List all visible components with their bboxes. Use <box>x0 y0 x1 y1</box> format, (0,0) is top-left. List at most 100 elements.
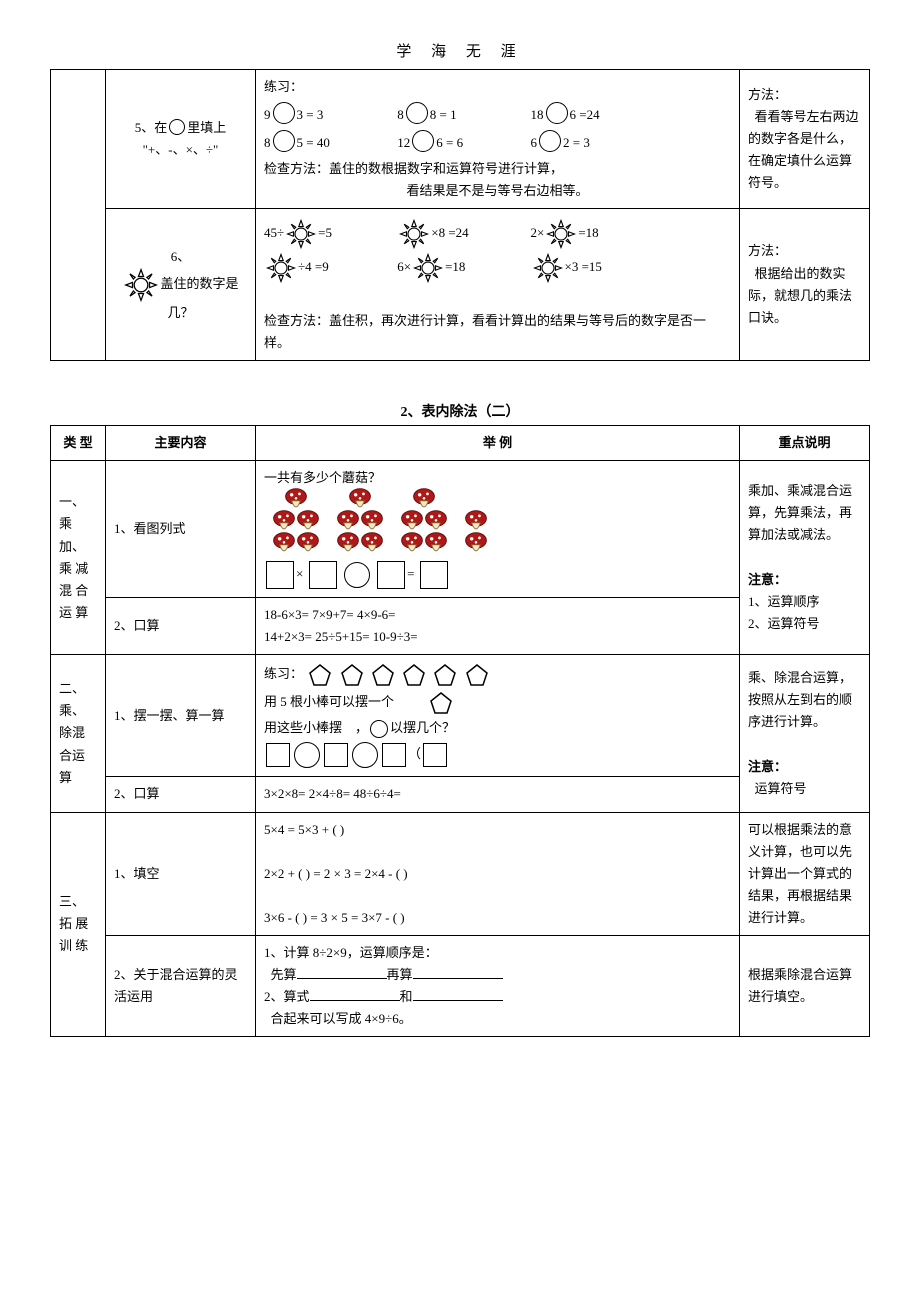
pentagon-icon <box>402 663 426 687</box>
text: 合起来可以写成 4×9÷6。 <box>271 1011 412 1026</box>
text: 8 <box>397 107 404 122</box>
example-cell: 3×2×8= 2×4÷8= 48÷6÷4= <box>256 777 740 812</box>
blank-line <box>413 965 503 979</box>
text: ÷4 =9 <box>298 259 329 274</box>
mushroom-group <box>400 489 448 555</box>
example-cell: 一共有多少个蘑菇？ × = <box>256 460 740 597</box>
example-cell: 练习： 用 5 根小棒可以摆一个 用这些小棒摆 ，以摆几个？ （ <box>256 655 740 777</box>
text: 2×2 + ( ) = 2 × 3 = 2×4 - ( ) <box>264 863 731 885</box>
note-cell: 方法： 看看等号左右两边的数字各是什么，在确定填什么运算符号。 <box>740 70 870 209</box>
text: =5 <box>318 225 332 240</box>
blank-square-icon <box>266 561 294 589</box>
table-row: 二、 乘、除混合运算 1、摆一摆、算一算 练习： 用 5 根小棒可以摆一个 用这… <box>51 655 870 777</box>
mushroom-group <box>272 489 320 555</box>
text: 12 <box>397 135 410 150</box>
text: 1、运算顺序 <box>748 591 861 613</box>
blank-square-icon <box>423 743 447 767</box>
text: ， <box>355 720 368 735</box>
blank-circle-icon <box>273 102 295 124</box>
pentagon-icon <box>371 663 395 687</box>
table-2: 类 型 主要内容 举 例 重点说明 一、 乘 加、 乘 减 混 合 运 算 1、… <box>50 425 870 1038</box>
text: 2 = 3 <box>563 135 590 150</box>
blank-line <box>310 987 400 1001</box>
text: 9 <box>264 107 271 122</box>
text: 运算符号 <box>755 781 807 796</box>
pentagon-icon <box>308 663 332 687</box>
table-row: 一、 乘 加、 乘 减 混 合 运 算 1、看图列式 一共有多少个蘑菇？ × =… <box>51 460 870 597</box>
mushroom-group <box>336 489 384 555</box>
note-cell: 方法： 根据给出的数实际，就想几的乘法口诀。 <box>740 209 870 360</box>
col-header: 举 例 <box>256 425 740 460</box>
example-cell: 1、计算 8÷2×9，运算顺序是： 先算再算 2、算式和 合起来可以写成 4×9… <box>256 935 740 1036</box>
sun-icon <box>546 219 576 249</box>
text: 6× <box>397 259 411 274</box>
type-cell: 二、 乘、除混合运算 <box>51 655 106 812</box>
table-row: 2、关于混合运算的灵活运用 1、计算 8÷2×9，运算顺序是： 先算再算 2、算… <box>51 935 870 1036</box>
blank-circle-icon <box>169 119 185 135</box>
blank-square-icon <box>377 561 405 589</box>
text: 3 = 3 <box>297 107 324 122</box>
text: 练习： <box>264 666 303 681</box>
mushroom-icon <box>335 531 361 557</box>
table-row: 三、 拓 展 训 练 1、填空 5×4 = 5×3 + ( ) 2×2 + ( … <box>51 812 870 935</box>
sun-icon <box>266 253 296 283</box>
blank-square-icon <box>382 743 406 767</box>
text: 方法： <box>748 243 787 258</box>
text: 方法： <box>748 87 787 102</box>
mushroom-icon <box>295 531 321 557</box>
sun-icon <box>286 219 316 249</box>
page-header: 学 海 无 涯 <box>50 40 870 61</box>
blank-circle-icon <box>294 742 320 768</box>
col-header: 主要内容 <box>106 425 256 460</box>
main-cell: 1、摆一摆、算一算 <box>106 655 256 777</box>
text: =18 <box>578 225 598 240</box>
mushroom-icon <box>423 531 449 557</box>
text: 5、在 <box>135 120 168 135</box>
main-cell: 2、口算 <box>106 598 256 655</box>
table-row: 6、 盖住的数字是几？ 45÷=5 ×8 =24 2×=18 ÷4 =9 6×=… <box>51 209 870 360</box>
blank-circle-icon <box>539 130 561 152</box>
blank-circle-icon <box>344 562 370 588</box>
text: ×3 =15 <box>565 259 602 274</box>
text: 练习： <box>264 76 731 98</box>
mushroom-icon <box>359 531 385 557</box>
table-header-row: 类 型 主要内容 举 例 重点说明 <box>51 425 870 460</box>
text: 5 = 40 <box>297 135 330 150</box>
col-header: 重点说明 <box>740 425 870 460</box>
note-cell: 乘加、乘减混合运算，先算乘法，再算加法或减法。 注意： 1、运算顺序 2、运算符… <box>740 460 870 655</box>
note-cell: 可以根据乘法的意义计算，也可以先计算出一个算式的结果，再根据结果进行计算。 <box>740 812 870 935</box>
main-cell: 5、在里填上 "+、-、×、÷" <box>106 70 256 209</box>
text: 6 =24 <box>570 107 600 122</box>
text: 18-6×3= 7×9+7= 4×9-6= <box>264 604 731 626</box>
mushroom-layout <box>264 489 731 555</box>
text: 6、 <box>171 249 191 264</box>
text: 用这些小棒摆 <box>264 720 342 735</box>
text: 45÷ <box>264 225 284 240</box>
sun-icon <box>124 268 158 302</box>
sun-icon <box>533 253 563 283</box>
text: =18 <box>445 259 465 274</box>
note-cell: 根据乘除混合运算进行填空。 <box>740 935 870 1036</box>
mushroom-icon <box>399 531 425 557</box>
note-cell: 乘、除混合运算，按照从左到右的顺序进行计算。 注意： 运算符号 <box>740 655 870 812</box>
text: 8 = 1 <box>430 107 457 122</box>
text: 看看等号左右两边的数字各是什么，在确定填什么运算符号。 <box>748 109 859 190</box>
blank-circle-icon <box>406 102 428 124</box>
text: 再算 <box>387 967 413 982</box>
mushroom-icon <box>463 531 489 557</box>
blank-square-icon <box>309 561 337 589</box>
text: 5×4 = 5×3 + ( ) <box>264 819 731 841</box>
text: 18 <box>531 107 544 122</box>
pentagon-icon <box>465 663 489 687</box>
text: 1、计算 8÷2×9，运算顺序是： <box>264 945 438 960</box>
main-cell: 2、口算 <box>106 777 256 812</box>
text: 先算 <box>271 967 297 982</box>
blank-square-icon <box>324 743 348 767</box>
blank-circle-icon <box>370 720 388 738</box>
blank-square-icon <box>266 743 290 767</box>
table-row: 5、在里填上 "+、-、×、÷" 练习： 9 3 = 3 8 8 = 1 18 6 =… <box>51 70 870 209</box>
blank-circle-icon <box>352 742 378 768</box>
table-1: 5、在里填上 "+、-、×、÷" 练习： 9 3 = 3 8 8 = 1 18 6 =… <box>50 69 870 361</box>
example-cell: 18-6×3= 7×9+7= 4×9-6= 14+2×3= 25÷5+15= 1… <box>256 598 740 655</box>
text: 和 <box>400 989 413 1004</box>
